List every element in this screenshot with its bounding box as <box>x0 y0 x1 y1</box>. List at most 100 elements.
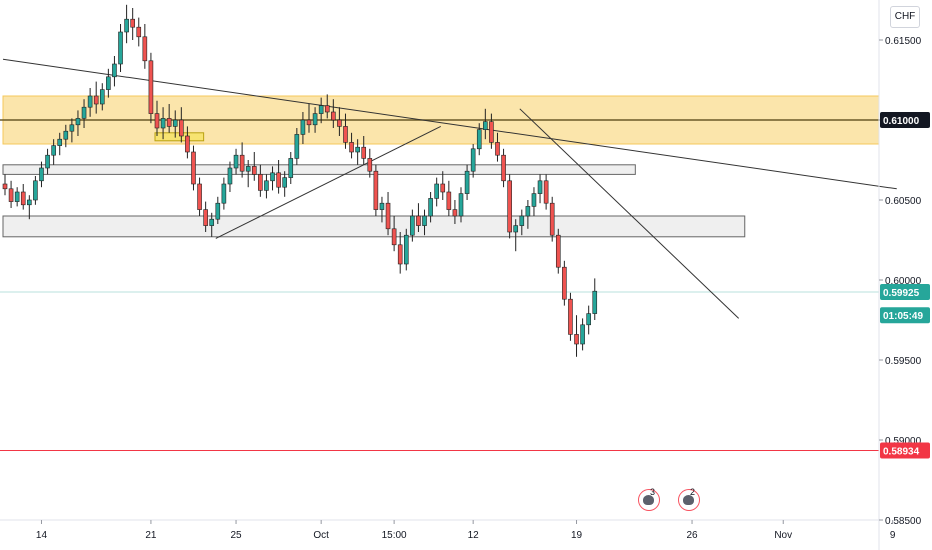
candle-body <box>397 244 403 265</box>
candle <box>245 160 251 188</box>
earnings-event-icon[interactable] <box>638 489 660 511</box>
x-tick-label: 9 <box>890 530 896 541</box>
dividends-event-icon[interactable] <box>678 489 700 511</box>
candle <box>166 104 172 133</box>
candle-body <box>495 142 500 156</box>
candle-body <box>185 135 190 153</box>
candle-body <box>245 166 251 172</box>
candle <box>513 219 519 252</box>
candle <box>203 201 208 232</box>
candle-body <box>403 234 409 265</box>
candle-body <box>489 121 494 143</box>
candle <box>568 292 573 341</box>
candle <box>428 192 433 223</box>
candle-body <box>39 167 44 182</box>
candle-body <box>264 180 269 191</box>
x-tick-label: 12 <box>468 530 480 541</box>
candle-body <box>525 206 531 217</box>
candle-body <box>191 151 196 185</box>
candle-body <box>531 193 537 207</box>
candle <box>136 17 142 47</box>
x-tick-label: 19 <box>571 530 583 541</box>
candle-body <box>20 191 26 206</box>
candle-body <box>574 334 579 345</box>
candle <box>45 148 50 175</box>
candle <box>106 68 111 98</box>
candle <box>112 56 117 87</box>
price-tag-bg <box>880 284 930 300</box>
candle <box>300 112 306 144</box>
candle-body <box>519 215 525 226</box>
candle <box>495 132 500 162</box>
candle <box>51 139 56 165</box>
candle-body <box>373 170 379 210</box>
candle <box>197 177 202 216</box>
y-tick-label: 0.58500 <box>885 516 922 527</box>
candle <box>531 187 537 216</box>
candle <box>318 97 324 124</box>
candle-body <box>148 60 154 114</box>
candle <box>20 184 26 210</box>
candle <box>397 232 403 274</box>
event-glyph-icon <box>683 495 694 505</box>
candle-body <box>440 183 446 193</box>
candle <box>343 113 348 149</box>
candle-body <box>227 167 233 185</box>
candle <box>549 196 555 242</box>
candle <box>191 145 196 191</box>
candle <box>251 152 257 181</box>
candle <box>373 164 379 216</box>
candle-body <box>410 215 415 236</box>
candle <box>416 203 421 232</box>
candle-body <box>282 177 287 188</box>
candle <box>221 177 227 210</box>
candle-body <box>391 228 397 246</box>
candle-body <box>458 193 464 217</box>
x-tick-label: Oct <box>313 530 329 541</box>
candle <box>476 123 482 156</box>
currency-label[interactable]: CHF <box>890 6 920 28</box>
candle <box>422 209 427 236</box>
candle-body <box>483 121 488 130</box>
candle-body <box>434 183 439 199</box>
candle <box>470 144 476 178</box>
candle <box>464 164 470 200</box>
candle-body <box>124 18 129 33</box>
candle-body <box>118 31 123 65</box>
candle-body <box>209 218 215 226</box>
price-tag-label: 0.61000 <box>883 116 920 127</box>
candle-body <box>276 172 281 188</box>
rising-trendline <box>215 125 441 239</box>
y-tick-label: 0.59500 <box>885 356 922 367</box>
candle <box>27 195 32 220</box>
candle <box>458 187 464 223</box>
candle <box>519 209 525 236</box>
candle-body <box>543 180 549 204</box>
candle <box>306 104 312 133</box>
candle <box>142 24 148 69</box>
candle-body <box>27 199 32 206</box>
x-tick-label: 14 <box>36 530 48 541</box>
candle-body <box>446 191 452 210</box>
candle <box>349 132 354 159</box>
y-tick-label: 0.60000 <box>885 276 922 287</box>
candle-body <box>562 266 567 300</box>
candle <box>507 174 512 239</box>
candle-body <box>106 76 111 90</box>
candle-body <box>87 95 93 108</box>
candle-body <box>251 166 257 175</box>
candle-body <box>549 202 555 236</box>
price-tag: 0.61000 <box>880 112 930 128</box>
candle-body <box>367 158 373 172</box>
price-tag-label: 01:05:49 <box>883 311 923 322</box>
x-tick-label: 15:00 <box>382 530 407 541</box>
candle <box>2 174 8 196</box>
candle-body <box>306 119 312 126</box>
candle-body <box>81 106 87 119</box>
price-tag: 01:05:49 <box>880 307 930 324</box>
candle <box>543 174 549 210</box>
y-tick-label: 0.61500 <box>885 36 922 47</box>
candle-body <box>166 118 172 127</box>
zones-layer <box>2 95 880 238</box>
